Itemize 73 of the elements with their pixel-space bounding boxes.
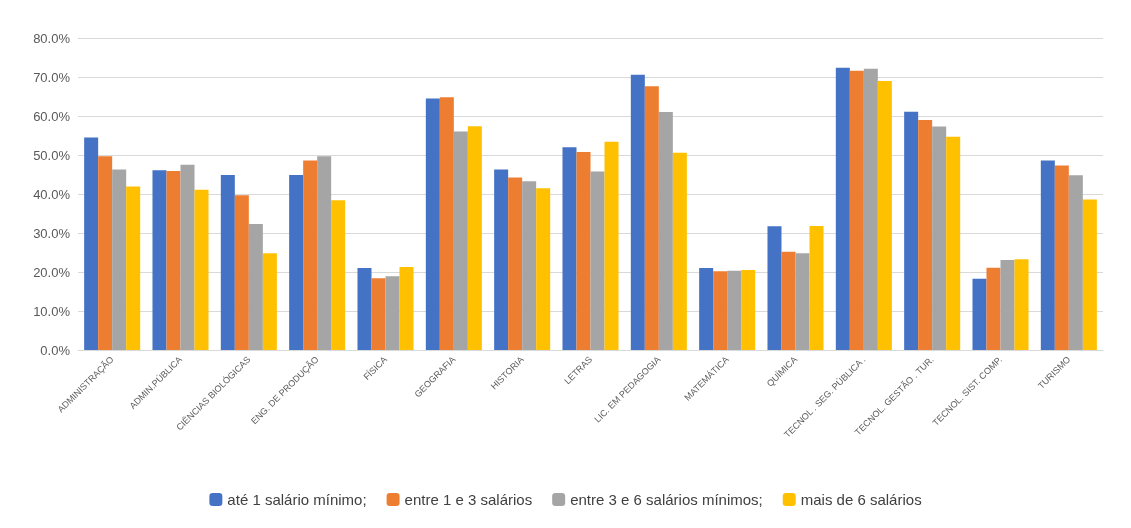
bar [289, 174, 304, 350]
bar [767, 226, 782, 350]
bar [863, 68, 878, 350]
bar [1054, 165, 1069, 350]
bar [1082, 199, 1097, 350]
bar [877, 80, 892, 350]
y-tick-label: 60.0% [33, 108, 71, 124]
bar [1040, 160, 1055, 350]
bar [795, 253, 810, 350]
bar [98, 156, 113, 350]
bar [194, 189, 209, 350]
bar [727, 270, 742, 350]
bar [604, 141, 619, 350]
bar [986, 267, 1001, 350]
bar [849, 70, 864, 350]
legend-label: mais de 6 salários [800, 491, 922, 508]
bar [1068, 175, 1083, 350]
bar [180, 164, 195, 350]
bar [1014, 259, 1029, 350]
bar [658, 112, 673, 350]
bar [741, 270, 756, 350]
bar [522, 181, 537, 350]
bar [152, 170, 167, 350]
bar [331, 200, 346, 350]
bar [439, 97, 454, 350]
bar [699, 268, 714, 350]
bar [630, 74, 645, 350]
bar [248, 224, 263, 350]
bar [112, 169, 127, 350]
bar [918, 119, 933, 350]
bar [220, 174, 235, 350]
bar [357, 268, 372, 350]
bar [562, 147, 577, 350]
y-tick-label: 30.0% [33, 225, 71, 241]
y-tick-label: 50.0% [33, 147, 71, 163]
y-tick-label: 80.0% [33, 30, 71, 46]
y-tick-label: 10.0% [33, 303, 71, 319]
bar [126, 186, 141, 350]
bar [262, 253, 277, 350]
bar [371, 278, 386, 350]
bar [1000, 259, 1015, 350]
bar [713, 271, 728, 350]
bar [972, 278, 987, 350]
legend-label: entre 3 e 6 salários mínimos; [570, 491, 763, 508]
legend-label: até 1 salário mínimo; [227, 491, 367, 508]
bar [467, 126, 482, 350]
legend-label: entre 1 e 3 salários [404, 491, 533, 508]
bar [317, 156, 332, 350]
bar [234, 195, 249, 350]
y-tick-label: 20.0% [33, 264, 71, 280]
y-tick-label: 0.0% [40, 342, 71, 358]
y-tick-label: 40.0% [33, 186, 71, 202]
bar [904, 111, 919, 350]
bar [508, 177, 523, 350]
bar [303, 160, 318, 350]
bar [809, 225, 824, 350]
bar [781, 251, 796, 350]
bar [166, 170, 181, 350]
bar [672, 152, 687, 350]
y-tick-label: 70.0% [33, 69, 71, 85]
bar [536, 188, 551, 350]
bar [932, 126, 947, 350]
bar [84, 137, 99, 350]
bar [425, 98, 440, 350]
bar [399, 266, 414, 350]
bar [644, 86, 659, 350]
bar [494, 169, 509, 350]
bar [385, 276, 400, 350]
bar [590, 171, 605, 350]
bar [946, 136, 961, 350]
bar [835, 67, 850, 350]
bar [453, 131, 468, 350]
bar [576, 151, 591, 350]
